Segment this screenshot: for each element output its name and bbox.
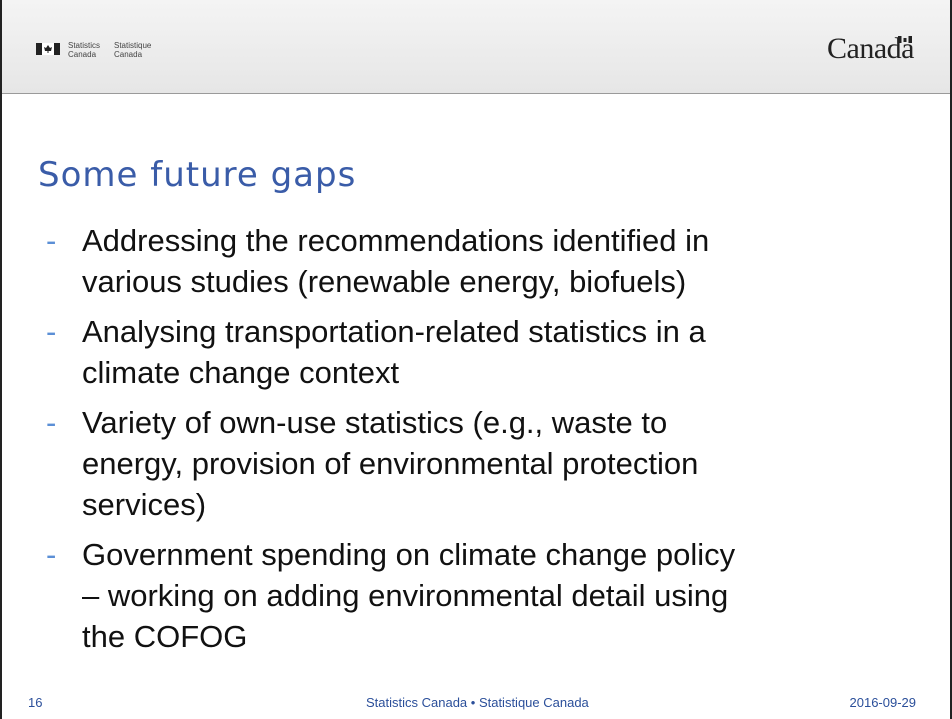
bullet-line: Government spending on climate change po… — [82, 537, 736, 572]
bullet: Addressing the recommendations identifie… — [46, 220, 926, 302]
department-fr-line: Statistique — [114, 41, 152, 50]
header: Statistics Canada Statistique Canada Can… — [2, 0, 950, 94]
bullet-line: Analysing transportation-related statist… — [82, 314, 706, 349]
bullet-line: the COFOG — [82, 619, 248, 654]
bullet: Variety of own-use statistics (e.g., was… — [46, 402, 926, 525]
department-fr-line: Canada — [114, 50, 143, 59]
wordmark-flag — [898, 36, 912, 43]
bullet-line: services) — [82, 487, 207, 522]
fip-flag — [36, 43, 60, 55]
page-number: 16 — [28, 695, 43, 710]
footer-center: Statistics Canada • Statistique Canada — [366, 695, 589, 710]
bullet-list: Addressing the recommendations identifie… — [46, 220, 926, 666]
bullet: Government spending on climate change po… — [46, 534, 926, 657]
bullet-line: Addressing the recommendations identifie… — [82, 223, 710, 258]
department-en-line: Canada — [68, 50, 97, 59]
department-en: Statistics Canada — [68, 41, 100, 59]
department-fr: Statistique Canada — [114, 41, 151, 59]
bullet-line: various studies (renewable energy, biofu… — [82, 264, 687, 299]
bullet-line: Variety of own-use statistics (e.g., was… — [82, 405, 668, 440]
footer-date: 2016-09-29 — [849, 695, 917, 710]
bullet-line: energy, provision of environmental prote… — [82, 446, 699, 481]
slide-title: Some future gaps — [38, 155, 357, 195]
bullet-line: – working on adding environmental detail… — [82, 578, 729, 613]
department-en-line: Statistics — [68, 41, 101, 50]
bullet-line: climate change context — [82, 355, 400, 390]
bullet: Analysing transportation-related statist… — [46, 311, 926, 393]
